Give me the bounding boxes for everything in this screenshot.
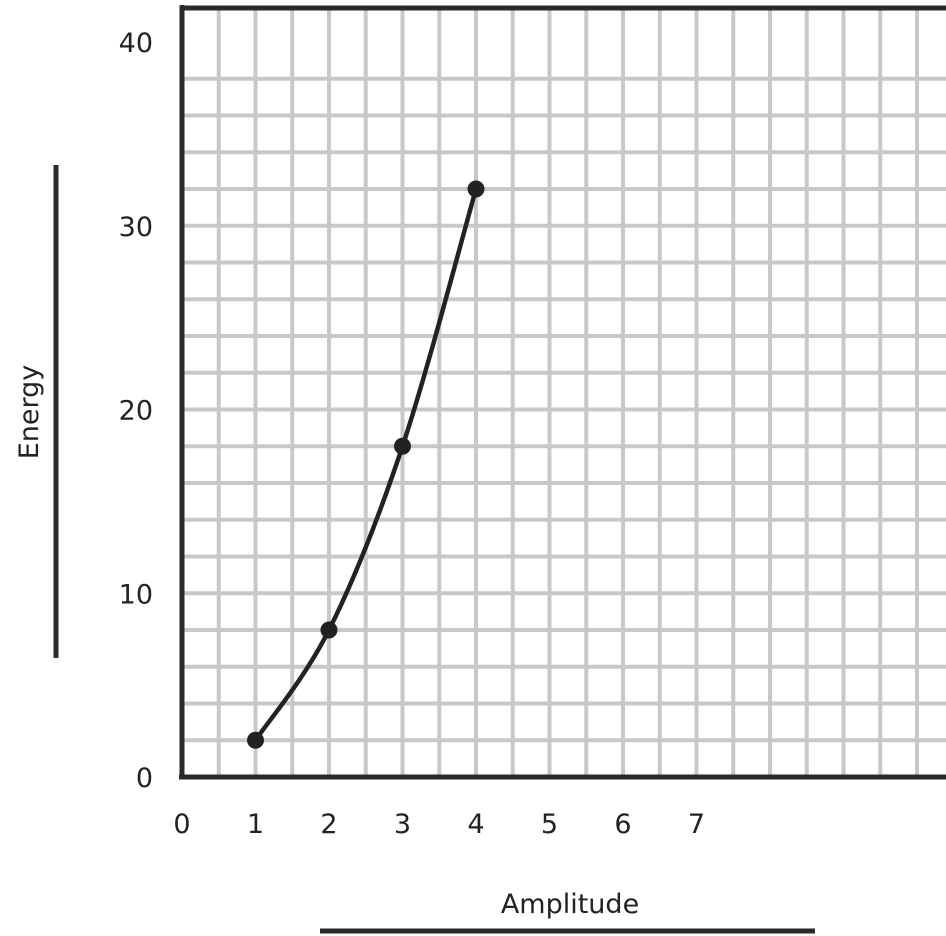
y-tick-label: 20 bbox=[119, 396, 153, 427]
x-tick-label: 5 bbox=[541, 809, 558, 840]
grid bbox=[182, 8, 946, 777]
x-tick-label: 2 bbox=[320, 809, 337, 840]
data-point bbox=[247, 731, 264, 749]
x-tick-label: 6 bbox=[614, 809, 631, 840]
y-tick-label: 30 bbox=[119, 212, 153, 243]
x-tick-label: 1 bbox=[247, 809, 264, 840]
x-tick-labels: 0 1 2 3 4 5 6 7 bbox=[173, 809, 705, 840]
y-tick-labels: 0 10 20 30 40 bbox=[119, 28, 153, 794]
x-tick-label: 3 bbox=[394, 809, 411, 840]
x-axis-title: Amplitude bbox=[501, 889, 639, 920]
data-point bbox=[467, 180, 485, 198]
data-point bbox=[394, 437, 411, 455]
axes bbox=[179, 5, 946, 780]
data-point bbox=[320, 621, 338, 639]
x-tick-label: 4 bbox=[467, 809, 484, 840]
y-axis-title: Energy bbox=[14, 365, 45, 460]
y-tick-label: 10 bbox=[119, 579, 153, 610]
y-tick-label: 0 bbox=[136, 763, 153, 794]
series-layer bbox=[247, 180, 485, 749]
y-tick-label: 40 bbox=[119, 28, 153, 59]
series-line bbox=[253, 186, 479, 743]
x-tick-label: 7 bbox=[688, 809, 705, 840]
x-tick-label: 0 bbox=[173, 809, 190, 840]
